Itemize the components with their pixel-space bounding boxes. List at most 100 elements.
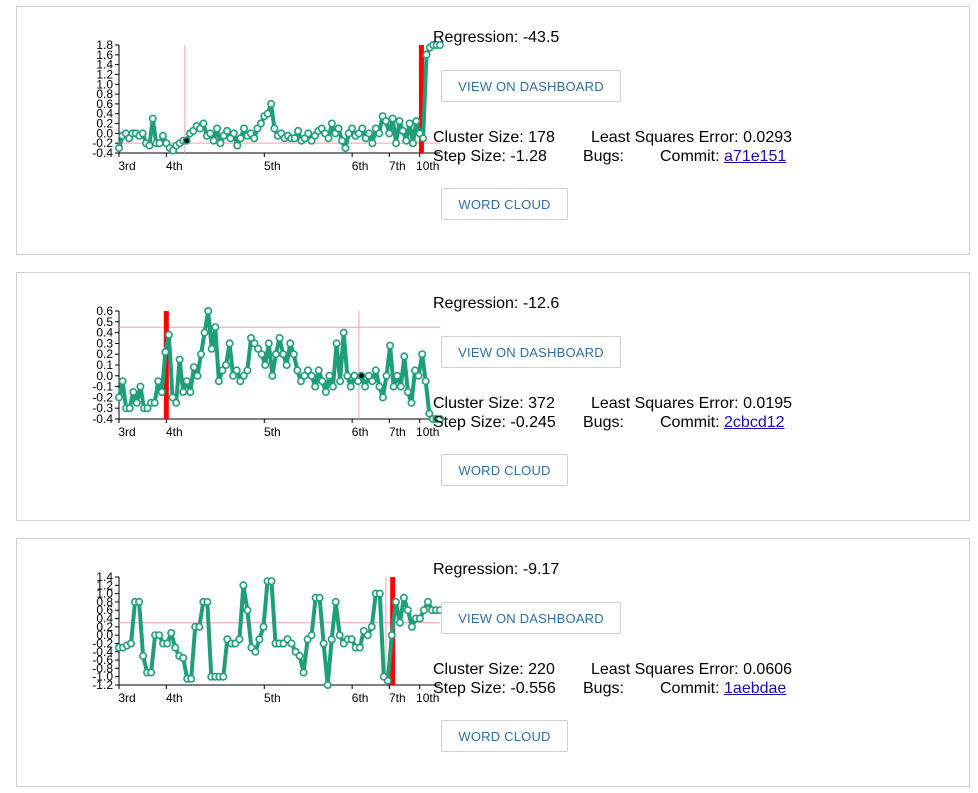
step-size-value: -0.245 — [510, 414, 556, 431]
data-point — [236, 134, 245, 143]
regression-label: Regression: — [433, 29, 519, 46]
data-point — [381, 117, 390, 126]
cluster-chart: 1.81.61.41.21.00.80.60.40.20.0-0.2-0.4 3r… — [92, 38, 444, 173]
data-point — [209, 136, 218, 145]
regression-label: Regression: — [433, 561, 519, 578]
data-point — [399, 593, 408, 602]
data-point — [385, 129, 394, 138]
data-point — [392, 139, 401, 148]
cluster-info: Regression: -12.6 VIEW ON DASHBOARD Clus… — [433, 273, 953, 513]
x-tick-label: 6th — [352, 691, 369, 705]
data-point — [415, 614, 424, 623]
data-point — [382, 371, 391, 380]
data-point — [225, 339, 234, 348]
cluster-chart: 1.41.21.00.80.60.40.20.0-0.2-0.4-0.6-0.8… — [92, 570, 444, 705]
cluster-card: 1.4 1.2 1.0 0.8 0.6 0.4 0.2 0.0 -0.2 -0.4 -0.6 -0.8… — [16, 538, 970, 787]
view-on-dashboard-button[interactable]: VIEW ON DASHBOARD — [441, 602, 621, 634]
y-tick-label: -0.4 — [92, 146, 113, 160]
y-tick-label: 0.1 — [96, 358, 113, 372]
regression-value: -12.6 — [522, 295, 560, 312]
commit-link[interactable]: 2cbcd12 — [724, 414, 785, 431]
data-point — [229, 371, 238, 380]
commit-link[interactable]: 1aebdae — [724, 680, 787, 697]
data-point — [400, 352, 409, 361]
word-cloud-button[interactable]: WORD CLOUD — [441, 454, 568, 486]
data-point — [255, 635, 264, 644]
y-tick-label: 0.0 — [96, 126, 113, 140]
data-point — [206, 129, 215, 138]
y-tick-label: -0.2 — [92, 636, 113, 650]
data-point — [364, 129, 373, 138]
view-on-dashboard-button[interactable]: VIEW ON DASHBOARD — [441, 70, 621, 102]
data-point — [203, 597, 212, 606]
regression-text: Regression: -12.6 — [433, 295, 559, 313]
least-squares-error: Least Squares Error: 0.0293 — [591, 129, 792, 147]
y-tick-label: 1.2 — [96, 67, 113, 81]
data-point — [395, 117, 404, 126]
cluster-size-label: Cluster Size: — [433, 395, 524, 412]
regression-label: Regression: — [433, 295, 519, 312]
data-point — [421, 377, 430, 386]
x-tick-label: 10th — [416, 691, 439, 705]
data-point — [239, 371, 248, 380]
word-cloud-button[interactable]: WORD CLOUD — [441, 188, 568, 220]
data-point — [163, 639, 172, 648]
cluster-card: 1.8 1.6 1.4 1.2 1.0 0.8 0.6 0.4 0.2 0.0 -0.2 -0.4 3r… — [16, 6, 970, 255]
data-point — [341, 144, 350, 153]
data-point — [343, 371, 352, 380]
step-size-label: Step Size: — [433, 680, 506, 697]
data-point — [232, 366, 241, 375]
data-point — [367, 622, 376, 631]
data-point — [407, 622, 416, 631]
data-point — [268, 371, 277, 380]
data-point — [155, 139, 164, 148]
data-point — [143, 404, 152, 413]
data-point — [403, 388, 412, 397]
y-tick-label: -0.4 — [92, 645, 113, 659]
y-tick-label: -0.3 — [92, 401, 113, 415]
data-point — [270, 124, 279, 133]
data-point — [418, 350, 427, 359]
cluster-info: Regression: -43.5 VIEW ON DASHBOARD Clus… — [433, 7, 953, 247]
x-tick-label: 7th — [389, 425, 406, 439]
bugs-label: Bugs: — [583, 414, 624, 431]
data-point — [275, 333, 284, 342]
data-point — [233, 141, 242, 150]
y-tick-label: -0.2 — [92, 136, 113, 150]
data-point — [279, 350, 288, 359]
cluster-size: Cluster Size: 220 — [433, 661, 555, 679]
word-cloud-button[interactable]: WORD CLOUD — [441, 720, 568, 752]
y-tick-label: 0.4 — [96, 612, 113, 626]
data-point — [282, 361, 291, 370]
data-point — [389, 382, 398, 391]
data-point — [243, 606, 252, 615]
x-tick-label: 7th — [389, 159, 406, 173]
data-point — [339, 328, 348, 337]
data-point — [219, 672, 228, 681]
data-point — [419, 134, 428, 143]
lse-label: Least Squares Error: — [591, 395, 739, 412]
data-point — [368, 139, 377, 148]
data-point — [168, 393, 177, 402]
y-tick-label: 0.8 — [96, 595, 113, 609]
commit-link[interactable]: a71e151 — [724, 148, 787, 165]
data-point — [435, 415, 444, 424]
cluster-size-label: Cluster Size: — [433, 661, 524, 678]
view-on-dashboard-button[interactable]: VIEW ON DASHBOARD — [441, 336, 621, 368]
data-point — [207, 344, 216, 353]
data-point — [264, 339, 273, 348]
data-point — [346, 382, 355, 391]
data-point — [338, 136, 347, 145]
y-tick-label: 1.0 — [96, 77, 113, 91]
data-point — [304, 366, 313, 375]
bugs-label: Bugs: — [583, 680, 624, 697]
data-point — [182, 377, 191, 386]
data-point — [125, 404, 134, 413]
y-tick-label: 0.6 — [96, 603, 113, 617]
bugs: Bugs: — [583, 148, 624, 166]
data-point — [386, 341, 395, 350]
x-tick-label: 4th — [166, 425, 183, 439]
step-size-value: -0.556 — [510, 680, 556, 697]
data-point — [299, 668, 308, 677]
data-point — [222, 361, 231, 370]
